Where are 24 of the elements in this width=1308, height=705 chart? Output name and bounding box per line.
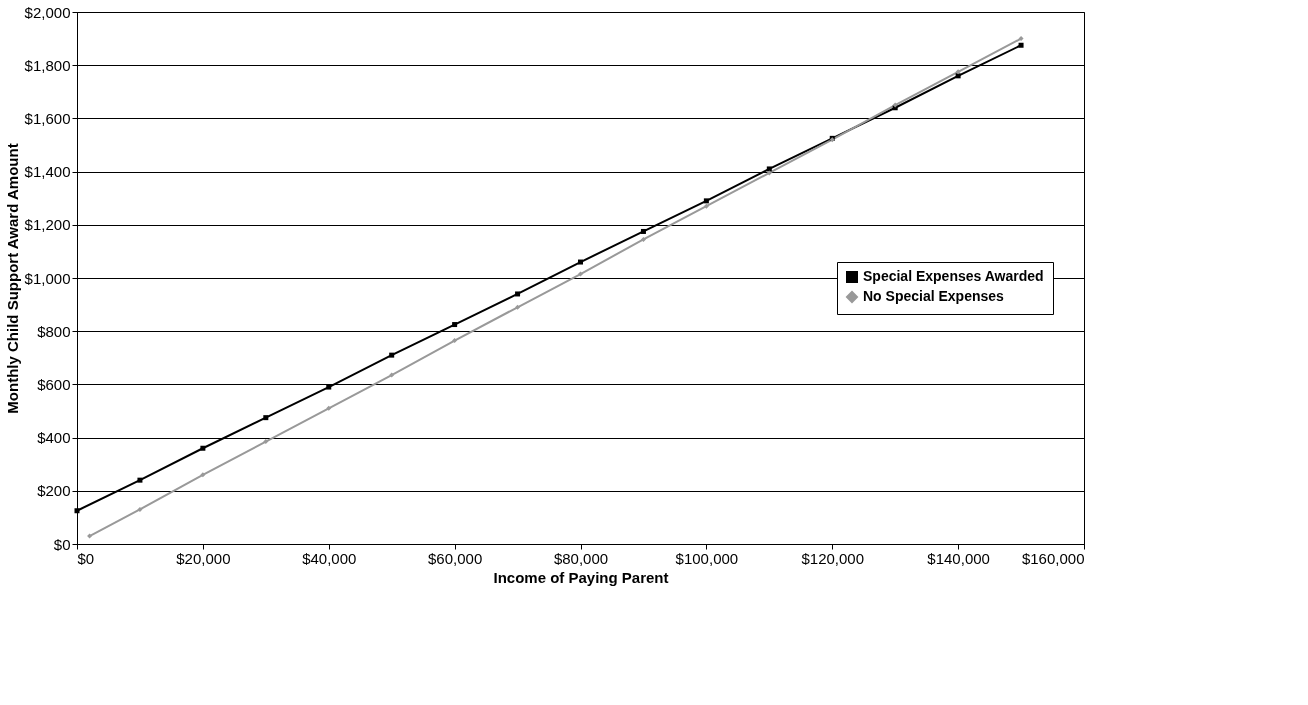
x-tick-label: $40,000 — [302, 549, 357, 567]
x-tick-label: $60,000 — [428, 549, 483, 567]
y-tick-label: $1,400 — [24, 163, 71, 181]
y-tick-label: $1,200 — [24, 216, 71, 234]
y-tick-label: $400 — [37, 429, 71, 447]
y-tick-label: $600 — [37, 375, 71, 393]
x-tick-label: $0 — [77, 549, 95, 567]
y-tick-label: $0 — [53, 535, 71, 553]
y-tick-label: $200 — [37, 482, 71, 500]
x-tick-label: $120,000 — [801, 549, 865, 567]
y-tick-label: $1,000 — [24, 269, 71, 287]
x-tick-label: $140,000 — [927, 549, 990, 567]
x-tick-label: $100,000 — [675, 549, 739, 567]
y-tick-label: $1,800 — [24, 56, 71, 74]
y-tick-label: $800 — [37, 322, 71, 340]
legend-label: No Special Expenses — [863, 288, 1005, 304]
y-axis-title: Monthly Child Support Award Amount — [3, 143, 21, 414]
x-tick-label: $20,000 — [176, 549, 231, 567]
legend-label: Special Expenses Awarded — [863, 268, 1044, 284]
y-tick-label: $2,000 — [24, 3, 71, 21]
x-tick-label: $160,000 — [1021, 549, 1085, 567]
x-axis-title: Income of Paying Parent — [493, 568, 669, 586]
x-tick-label: $80,000 — [553, 549, 609, 567]
y-tick-label: $1,600 — [24, 109, 71, 127]
